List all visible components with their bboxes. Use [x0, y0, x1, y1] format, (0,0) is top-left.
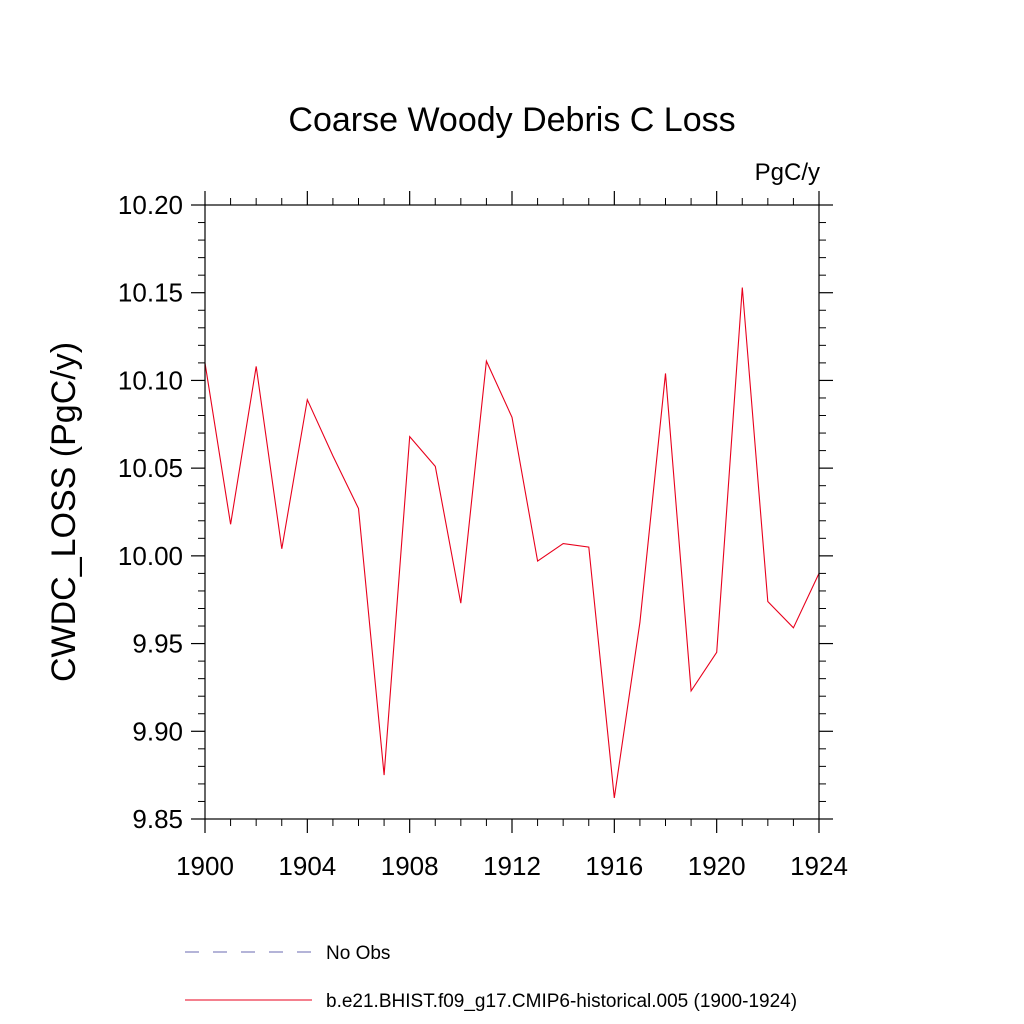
x-tick-label: 1912	[483, 851, 541, 881]
x-tick-label: 1920	[688, 851, 746, 881]
x-tick-label: 1900	[176, 851, 234, 881]
y-axis-label: CWDC_LOSS (PgC/y)	[45, 342, 83, 682]
legend-label: b.e21.BHIST.f09_g17.CMIP6-historical.005…	[326, 991, 797, 1012]
y-tick-label: 10.00	[118, 541, 183, 571]
y-tick-label: 9.85	[132, 804, 183, 834]
x-tick-label: 1916	[585, 851, 643, 881]
y-tick-label: 10.05	[118, 453, 183, 483]
plot-frame	[204, 204, 820, 820]
series-line	[204, 287, 820, 798]
y-tick-label: 10.20	[118, 190, 183, 220]
x-tick-label: 1908	[381, 851, 439, 881]
y-tick-label: 10.15	[118, 278, 183, 308]
y-tick-label: 9.95	[132, 629, 183, 659]
series-layer	[204, 287, 820, 798]
x-tick-label: 1924	[790, 851, 848, 881]
axis-ticks: 1900 1904 1908 1912 1916 1920 1924 9.85 9.90 9.95…	[118, 190, 848, 881]
chart-title: Coarse Woody Debris C Loss	[288, 101, 735, 139]
legend: No Obs b.e21.BHIST.f09_g17.CMIP6-historic…	[185, 943, 797, 1012]
x-tick-label: 1904	[278, 851, 336, 881]
legend-label: No Obs	[326, 943, 390, 964]
y-tick-label: 10.10	[118, 365, 183, 395]
y-tick-label: 9.90	[132, 716, 183, 746]
units-label: PgC/y	[755, 159, 820, 186]
